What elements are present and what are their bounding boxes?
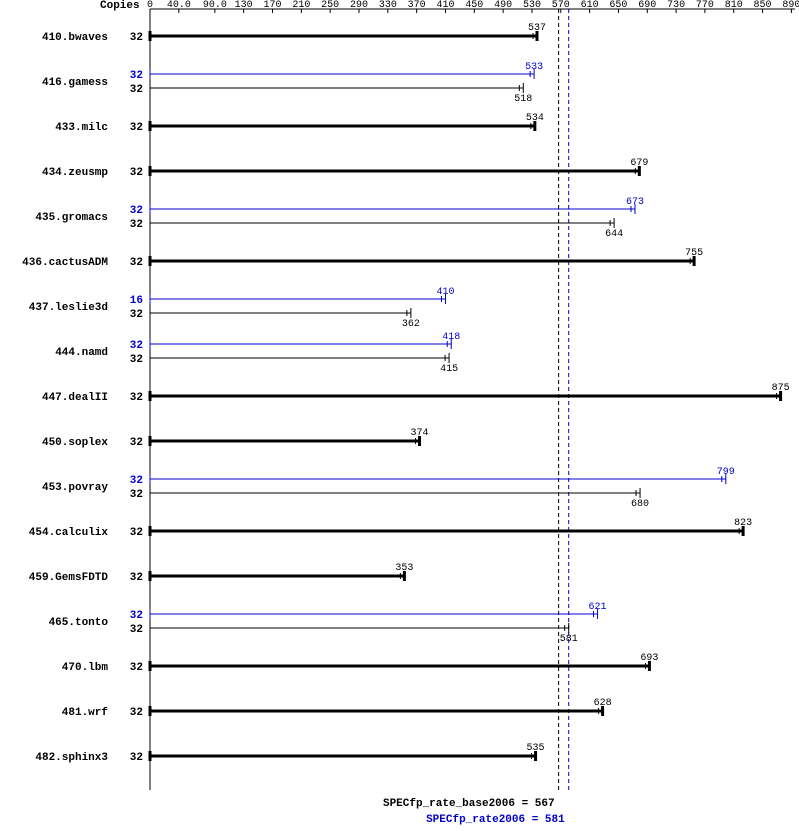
benchmark-name: 481.wrf	[62, 707, 109, 719]
reference-label: SPECfp_rate2006 = 581	[426, 814, 565, 826]
benchmark-name: 459.GemsFDTD	[29, 572, 109, 584]
base-copies: 32	[130, 437, 143, 449]
peak-copies: 32	[130, 475, 143, 487]
benchmark-name: 465.tonto	[49, 617, 109, 629]
base-copies: 32	[130, 257, 143, 269]
base-copies: 32	[130, 219, 143, 231]
benchmark-name: 437.leslie3d	[29, 302, 108, 314]
axis-tick-label: 130	[235, 0, 253, 11]
base-value-label: 644	[605, 229, 623, 240]
base-value-label: 415	[440, 364, 458, 375]
base-value-label: 374	[411, 428, 429, 439]
axis-tick-label: 770	[696, 0, 714, 11]
base-value-label: 679	[630, 158, 648, 169]
base-value-label: 353	[395, 563, 413, 574]
base-value-label: 875	[772, 383, 790, 394]
axis-tick-label: 850	[754, 0, 772, 11]
benchmark-name: 470.lbm	[62, 662, 109, 674]
benchmark-name: 436.cactusADM	[22, 257, 108, 269]
peak-copies: 32	[130, 610, 143, 622]
peak-value-label: 533	[525, 62, 543, 73]
axis-tick-label: 210	[292, 0, 310, 11]
base-copies: 32	[130, 752, 143, 764]
benchmark-name: 453.povray	[42, 482, 108, 494]
axis-tick-label: 330	[379, 0, 397, 11]
base-copies: 32	[130, 489, 143, 501]
peak-value-label: 418	[442, 332, 460, 343]
base-copies: 32	[130, 527, 143, 539]
benchmark-name: 450.soplex	[42, 437, 108, 449]
base-value-label: 362	[402, 319, 420, 330]
axis-tick-label: 290	[350, 0, 368, 11]
axis-tick-label: 730	[667, 0, 685, 11]
axis-tick-label: 490	[494, 0, 512, 11]
copies-header: Copies	[100, 0, 140, 12]
base-value-label: 755	[685, 248, 703, 259]
peak-copies: 32	[130, 340, 143, 352]
benchmark-name: 410.bwaves	[42, 32, 108, 44]
base-value-label: 581	[560, 634, 578, 645]
axis-tick-label: 40.0	[167, 0, 191, 11]
base-value-label: 680	[631, 499, 649, 510]
peak-value-label: 410	[436, 287, 454, 298]
axis-tick-label: 610	[581, 0, 599, 11]
benchmark-name: 435.gromacs	[35, 212, 108, 224]
benchmark-name: 482.sphinx3	[35, 752, 108, 764]
axis-tick-label: 890	[782, 0, 799, 11]
base-copies: 32	[130, 572, 143, 584]
base-copies: 32	[130, 122, 143, 134]
base-value-label: 537	[528, 23, 546, 34]
reference-label: SPECfp_rate_base2006 = 567	[383, 798, 555, 810]
axis-tick-label: 810	[725, 0, 743, 11]
benchmark-name: 447.dealII	[42, 392, 108, 404]
base-value-label: 628	[594, 698, 612, 709]
peak-value-label: 621	[589, 602, 607, 613]
benchmark-name: 434.zeusmp	[42, 167, 108, 179]
axis-tick-label: 370	[408, 0, 426, 11]
base-copies: 32	[130, 392, 143, 404]
base-copies: 32	[130, 167, 143, 179]
axis-tick-label: 650	[609, 0, 627, 11]
axis-tick-label: 410	[436, 0, 454, 11]
peak-value-label: 799	[717, 467, 735, 478]
peak-copies: 32	[130, 70, 143, 82]
base-copies: 32	[130, 662, 143, 674]
base-copies: 32	[130, 32, 143, 44]
benchmark-name: 444.namd	[55, 347, 108, 359]
axis-tick-label: 570	[552, 0, 570, 11]
axis-tick-label: 530	[523, 0, 541, 11]
base-copies: 32	[130, 309, 143, 321]
base-copies: 32	[130, 707, 143, 719]
axis-tick-label: 170	[264, 0, 282, 11]
base-copies: 32	[130, 354, 143, 366]
spec-rate-chart: Copies040.090.01301702102502903303704104…	[0, 0, 799, 831]
axis-tick-label: 690	[638, 0, 656, 11]
base-value-label: 518	[514, 94, 532, 105]
axis-tick-label: 450	[465, 0, 483, 11]
peak-copies: 32	[130, 205, 143, 217]
base-value-label: 534	[526, 113, 544, 124]
peak-copies: 16	[130, 295, 143, 307]
benchmark-name: 454.calculix	[29, 527, 109, 539]
benchmark-name: 416.gamess	[42, 77, 108, 89]
base-copies: 32	[130, 624, 143, 636]
base-value-label: 693	[640, 653, 658, 664]
axis-tick-label: 250	[321, 0, 339, 11]
base-value-label: 535	[527, 743, 545, 754]
axis-tick-label: 90.0	[203, 0, 227, 11]
base-value-label: 823	[734, 518, 752, 529]
peak-value-label: 673	[626, 197, 644, 208]
benchmark-name: 433.milc	[55, 122, 108, 134]
base-copies: 32	[130, 84, 143, 96]
